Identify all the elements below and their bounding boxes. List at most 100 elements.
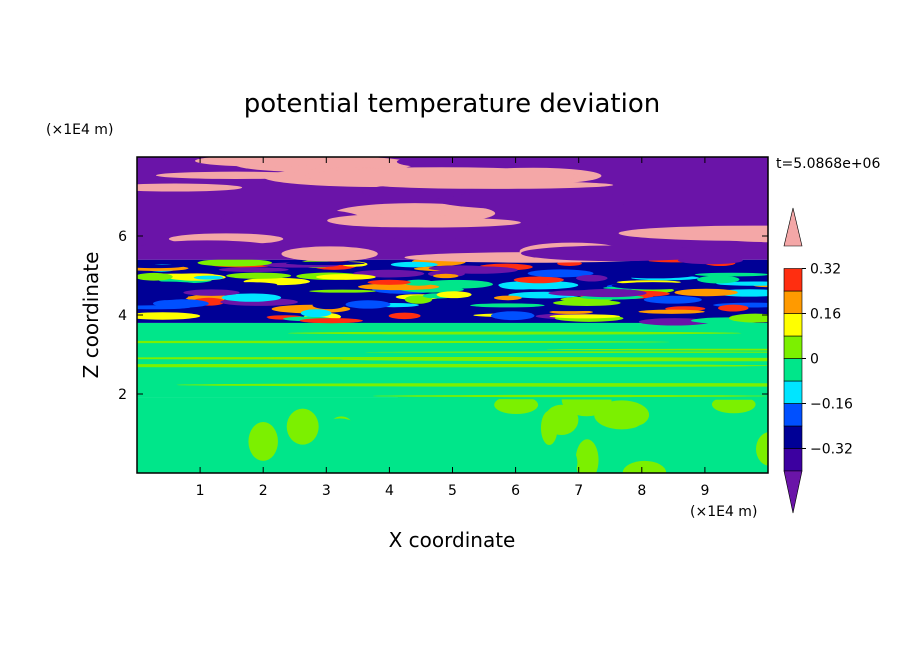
field-patch	[367, 279, 411, 285]
field-patch	[396, 157, 506, 169]
field-patch	[694, 272, 768, 277]
field-patch	[137, 245, 332, 253]
field-patch	[546, 348, 768, 351]
field-patch	[309, 289, 377, 293]
field-patch	[299, 318, 363, 324]
field-patch	[226, 272, 292, 279]
x-tick-label: 4	[385, 483, 394, 499]
y-unit-label: (×1E4 m)	[46, 122, 113, 138]
field-patch	[304, 167, 578, 186]
field-patch	[490, 311, 535, 321]
field-patch	[553, 446, 578, 473]
field-patch	[404, 295, 433, 304]
y-tick-label: 2	[118, 387, 127, 403]
x-tick-label: 1	[196, 483, 205, 499]
field-patch	[540, 410, 558, 445]
field-patch	[137, 356, 738, 360]
field-patch	[526, 307, 608, 312]
field-patch	[611, 282, 694, 290]
field-patch	[643, 295, 702, 304]
x-unit-label: (×1E4 m)	[690, 504, 757, 520]
field-patch	[576, 274, 608, 282]
field-patch	[527, 269, 594, 278]
field-patch	[756, 432, 768, 466]
chart-title: potential temperature deviation	[244, 89, 660, 119]
field-patch	[390, 261, 438, 268]
field-patch	[345, 300, 391, 309]
field-patch	[137, 281, 195, 286]
field-patch	[520, 245, 715, 262]
field-patch	[137, 379, 438, 382]
field-patch	[718, 304, 749, 312]
field-patch	[218, 267, 289, 273]
colorbar-extend-min	[783, 470, 803, 514]
field-patch	[549, 314, 621, 319]
field-patch	[137, 401, 155, 437]
field-patch	[513, 276, 564, 284]
field-patch	[137, 293, 189, 301]
field-patch	[137, 312, 201, 320]
field-patch	[312, 301, 345, 310]
colorbar-swatch	[783, 268, 803, 292]
field-patch	[376, 225, 474, 241]
colorbar-label: −0.32	[810, 442, 853, 458]
x-tick-label: 2	[259, 483, 268, 499]
field-patch	[193, 275, 224, 280]
field-patch	[285, 261, 365, 266]
field-patch	[697, 275, 740, 284]
field-patch	[155, 171, 316, 179]
field-patch	[656, 271, 700, 277]
field-patch	[321, 442, 356, 473]
colorbar-label: 0.32	[810, 262, 841, 278]
field-patch	[494, 395, 539, 415]
field-patch	[327, 213, 472, 228]
field-patch	[632, 423, 666, 445]
x-axis-label: X coordinate	[389, 528, 516, 552]
field-patch	[553, 299, 621, 306]
field-patch	[248, 422, 278, 461]
field-patch	[281, 246, 378, 262]
x-tick-label: 7	[574, 483, 583, 499]
colorbar-swatch	[783, 313, 803, 337]
colorbar-swatch	[783, 448, 803, 472]
field-patch	[137, 340, 670, 344]
field-patch	[286, 408, 319, 445]
field-patch	[372, 394, 767, 398]
field-patch	[137, 264, 184, 269]
x-tick-label: 5	[448, 483, 457, 499]
field-patch	[356, 400, 392, 438]
x-tick-label: 9	[700, 483, 709, 499]
field-patch	[221, 208, 360, 227]
x-axis-ticks: 1 2 3 4 5 6 7 8 9	[196, 157, 709, 499]
field-patch	[493, 295, 522, 301]
field-patch	[572, 288, 647, 298]
field-patch	[403, 279, 434, 286]
colorbar-swatch	[783, 358, 803, 382]
colorbar-swatch	[783, 290, 803, 314]
field-patch	[728, 313, 768, 323]
field-patch	[428, 265, 491, 272]
y-axis-label: Z coordinate	[79, 252, 103, 379]
x-tick-label: 8	[637, 483, 646, 499]
field-patch	[137, 372, 768, 376]
y-tick-label: 6	[118, 229, 127, 245]
field-patch	[711, 395, 756, 414]
field-patch	[436, 191, 635, 210]
colorbar-label: 0.16	[810, 307, 841, 323]
colorbar-extend-max	[783, 207, 803, 247]
colorbar-label: 0	[810, 352, 819, 368]
time-label: t=5.0868e+06	[776, 156, 880, 172]
field-patch	[436, 291, 472, 299]
field-patch	[287, 331, 742, 335]
temperature-field	[137, 157, 768, 473]
colorbar: 0.32 0.16 0 −0.16 −0.32	[783, 207, 853, 514]
field-patch	[221, 282, 278, 288]
x-tick-label: 6	[511, 483, 520, 499]
field-patch	[678, 441, 704, 473]
field-patch	[618, 225, 768, 241]
y-tick-label: 4	[118, 308, 127, 324]
field-patch	[364, 351, 768, 353]
colorbar-swatch	[783, 380, 803, 404]
field-patch	[432, 273, 459, 279]
